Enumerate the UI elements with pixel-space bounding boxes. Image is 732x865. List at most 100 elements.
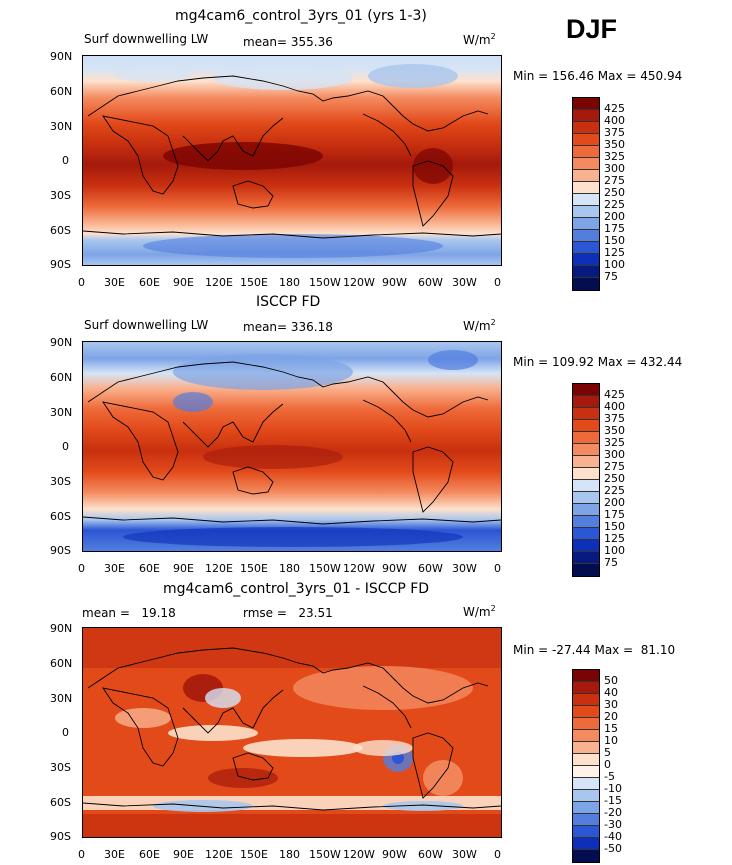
panel-1-lon-60w: 60W: [418, 276, 443, 289]
panel-2-units: W/m2: [463, 318, 496, 333]
panel-1-variable-label: Surf downwelling LW: [84, 32, 209, 46]
colorbar-swatch: [573, 540, 599, 552]
panel-2-lat-90s: 90S: [50, 544, 71, 557]
colorbar-swatch: [573, 182, 599, 194]
colorbar-label: 100: [604, 544, 625, 557]
colorbar-label: 50: [604, 674, 618, 687]
colorbar-swatch: [573, 838, 599, 850]
panel-2-title: ISCCP FD: [256, 294, 321, 310]
panel-1-lat-30s: 30S: [50, 189, 71, 202]
colorbar-label: -20: [604, 806, 622, 819]
panel-1-lon-30e: 30E: [104, 276, 125, 289]
panel-3-lon-150e: 150E: [240, 848, 268, 861]
panel-1-lon-0-end: 0: [494, 276, 501, 289]
panel-2-colorbar: [572, 383, 600, 577]
colorbar-swatch: [573, 528, 599, 540]
colorbar-swatch: [573, 242, 599, 254]
colorbar-swatch: [573, 754, 599, 766]
panel-3-lat-60n: 60N: [50, 657, 73, 670]
panel-1-colorbar: [572, 97, 600, 291]
colorbar-label: 5: [604, 746, 611, 759]
panel-1-lon-120w: 120W: [343, 276, 375, 289]
colorbar-swatch: [573, 468, 599, 480]
colorbar-label: 75: [604, 270, 618, 283]
colorbar-label: 400: [604, 114, 625, 127]
colorbar-swatch: [573, 122, 599, 134]
panel-1-lat-60s: 60S: [50, 224, 71, 237]
panel-3-lon-120w: 120W: [343, 848, 375, 861]
colorbar-swatch: [573, 420, 599, 432]
colorbar-label: 75: [604, 556, 618, 569]
colorbar-label: 150: [604, 520, 625, 533]
panel-3-lon-150w: 150W: [309, 848, 341, 861]
panel-2-lon-90e: 90E: [173, 562, 194, 575]
colorbar-label: 250: [604, 186, 625, 199]
panel-2-lon-120w: 120W: [343, 562, 375, 575]
colorbar-swatch: [573, 432, 599, 444]
colorbar-label: 200: [604, 496, 625, 509]
colorbar-label: 350: [604, 138, 625, 151]
colorbar-swatch: [573, 504, 599, 516]
panel-2-lon-0: 0: [78, 562, 85, 575]
panel-3-lat-90n: 90N: [50, 622, 73, 635]
panel-2-field: [83, 342, 501, 551]
panel-3-lon-0-end: 0: [494, 848, 501, 861]
colorbar-label: 375: [604, 412, 625, 425]
colorbar-label: 125: [604, 532, 625, 545]
colorbar-swatch: [573, 456, 599, 468]
panel-3-lon-60w: 60W: [418, 848, 443, 861]
panel-1-lat-30n: 30N: [50, 120, 73, 133]
panel-2-lon-90w: 90W: [382, 562, 407, 575]
panel-1-lat-90n: 90N: [50, 50, 73, 63]
colorbar-swatch: [573, 230, 599, 242]
panel-2-lat-60n: 60N: [50, 371, 73, 384]
colorbar-label: 250: [604, 472, 625, 485]
colorbar-label: 125: [604, 246, 625, 259]
panel-1-lat-60n: 60N: [50, 85, 73, 98]
colorbar-swatch: [573, 766, 599, 778]
panel-3-lon-0: 0: [78, 848, 85, 861]
colorbar-swatch: [573, 706, 599, 718]
colorbar-label: 100: [604, 258, 625, 271]
panel-2-variable-label: Surf downwelling LW: [84, 318, 209, 332]
colorbar-label: 225: [604, 198, 625, 211]
panel-1-lon-180: 180: [279, 276, 300, 289]
panel-3-lat-30s: 30S: [50, 761, 71, 774]
colorbar-swatch: [573, 254, 599, 266]
colorbar-label: 20: [604, 710, 618, 723]
panel-3-lon-30e: 30E: [104, 848, 125, 861]
colorbar-swatch: [573, 480, 599, 492]
panel-2-lat-eq: 0: [62, 440, 69, 453]
colorbar-label: 300: [604, 162, 625, 175]
panel-3-lat-90s: 90S: [50, 830, 71, 843]
panel-1-lat-90s: 90S: [50, 258, 71, 271]
panel-1-lon-150w: 150W: [309, 276, 341, 289]
panel-2-lat-90n: 90N: [50, 336, 73, 349]
colorbar-swatch: [573, 444, 599, 456]
panel-1-mean-label: mean= 355.36: [243, 35, 333, 49]
colorbar-label: 40: [604, 686, 618, 699]
colorbar-label: 425: [604, 102, 625, 115]
panel-2-minmax: Min = 109.92 Max = 432.44: [513, 355, 683, 369]
colorbar-label: 175: [604, 222, 625, 235]
colorbar-swatch: [573, 694, 599, 706]
colorbar-label: -15: [604, 794, 622, 807]
panel-1-minmax: Min = 156.46 Max = 450.94: [513, 69, 683, 83]
colorbar-swatch: [573, 564, 599, 576]
colorbar-label: 300: [604, 448, 625, 461]
colorbar-swatch: [573, 408, 599, 420]
colorbar-swatch: [573, 850, 599, 862]
colorbar-label: -30: [604, 818, 622, 831]
colorbar-swatch: [573, 206, 599, 218]
panel-2-lon-150w: 150W: [309, 562, 341, 575]
colorbar-label: 10: [604, 734, 618, 747]
panel-3-minmax: Min = -27.44 Max = 81.10: [513, 643, 676, 657]
panel-1-lon-90e: 90E: [173, 276, 194, 289]
panel-3-lon-90e: 90E: [173, 848, 194, 861]
panel-2-lon-120e: 120E: [205, 562, 233, 575]
season-label: DJF: [566, 14, 618, 44]
panel-2-lon-180: 180: [279, 562, 300, 575]
colorbar-swatch: [573, 146, 599, 158]
colorbar-swatch: [573, 814, 599, 826]
panel-1-lon-60e: 60E: [139, 276, 160, 289]
